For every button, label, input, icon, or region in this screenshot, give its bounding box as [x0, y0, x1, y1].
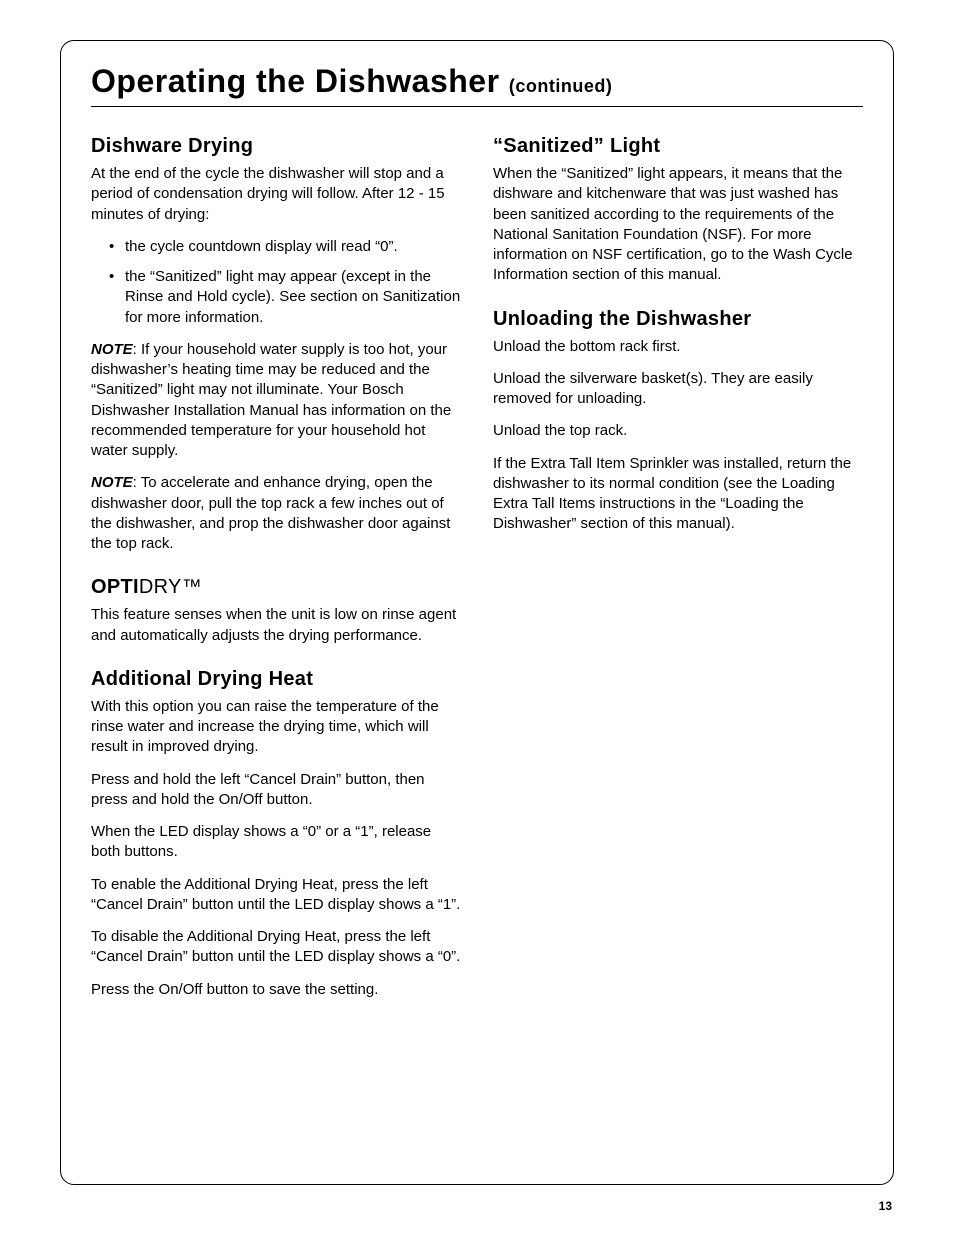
- note-paragraph: NOTE: If your household water supply is …: [91, 340, 461, 462]
- page-title: Operating the Dishwasher (continued): [91, 63, 863, 107]
- unload-p4: If the Extra Tall Item Sprinkler was ins…: [493, 454, 863, 535]
- sanitized-body: When the “Sanitized” light appears, it m…: [493, 164, 863, 286]
- content-columns: Dishware Drying At the end of the cycle …: [91, 135, 863, 1012]
- heading-unloading: Unloading the Dishwasher: [493, 308, 863, 331]
- page-number: 13: [879, 1199, 892, 1213]
- list-item: the “Sanitized” light may appear (except…: [125, 267, 461, 328]
- left-column: Dishware Drying At the end of the cycle …: [91, 135, 461, 1012]
- heading-additional-drying-heat: Additional Drying Heat: [91, 668, 461, 691]
- adh-p4: To enable the Additional Drying Heat, pr…: [91, 875, 461, 916]
- right-column: “Sanitized” Light When the “Sanitized” l…: [493, 135, 863, 1012]
- title-continued: (continued): [509, 76, 612, 96]
- list-item: the cycle countdown display will read “0…: [125, 237, 461, 257]
- adh-p1: With this option you can raise the tempe…: [91, 697, 461, 758]
- adh-p5: To disable the Additional Drying Heat, p…: [91, 927, 461, 968]
- title-main: Operating the Dishwasher: [91, 63, 500, 99]
- dishware-drying-intro: At the end of the cycle the dishwasher w…: [91, 164, 461, 225]
- note-body: : To accelerate and enhance drying, open…: [91, 474, 450, 552]
- note-paragraph: NOTE: To accelerate and enhance drying, …: [91, 473, 461, 554]
- optidry-body: This feature senses when the unit is low…: [91, 605, 461, 646]
- unload-p2: Unload the silverware basket(s). They ar…: [493, 369, 863, 410]
- unload-p1: Unload the bottom rack first.: [493, 337, 863, 357]
- adh-p3: When the LED display shows a “0” or a “1…: [91, 822, 461, 863]
- heading-optidry: OPTIDRY™: [91, 576, 461, 599]
- heading-sanitized-light: “Sanitized” Light: [493, 135, 863, 158]
- optidry-rest: DRY™: [139, 576, 202, 598]
- heading-dishware-drying: Dishware Drying: [91, 135, 461, 158]
- note-body: : If your household water supply is too …: [91, 341, 451, 459]
- optidry-bold: OPTI: [91, 576, 139, 598]
- page-frame: Operating the Dishwasher (continued) Dis…: [60, 40, 894, 1185]
- unload-p3: Unload the top rack.: [493, 421, 863, 441]
- adh-p2: Press and hold the left “Cancel Drain” b…: [91, 770, 461, 811]
- dishware-drying-bullets: the cycle countdown display will read “0…: [91, 237, 461, 328]
- adh-p6: Press the On/Off button to save the sett…: [91, 980, 461, 1000]
- note-label: NOTE: [91, 474, 133, 491]
- note-label: NOTE: [91, 341, 133, 358]
